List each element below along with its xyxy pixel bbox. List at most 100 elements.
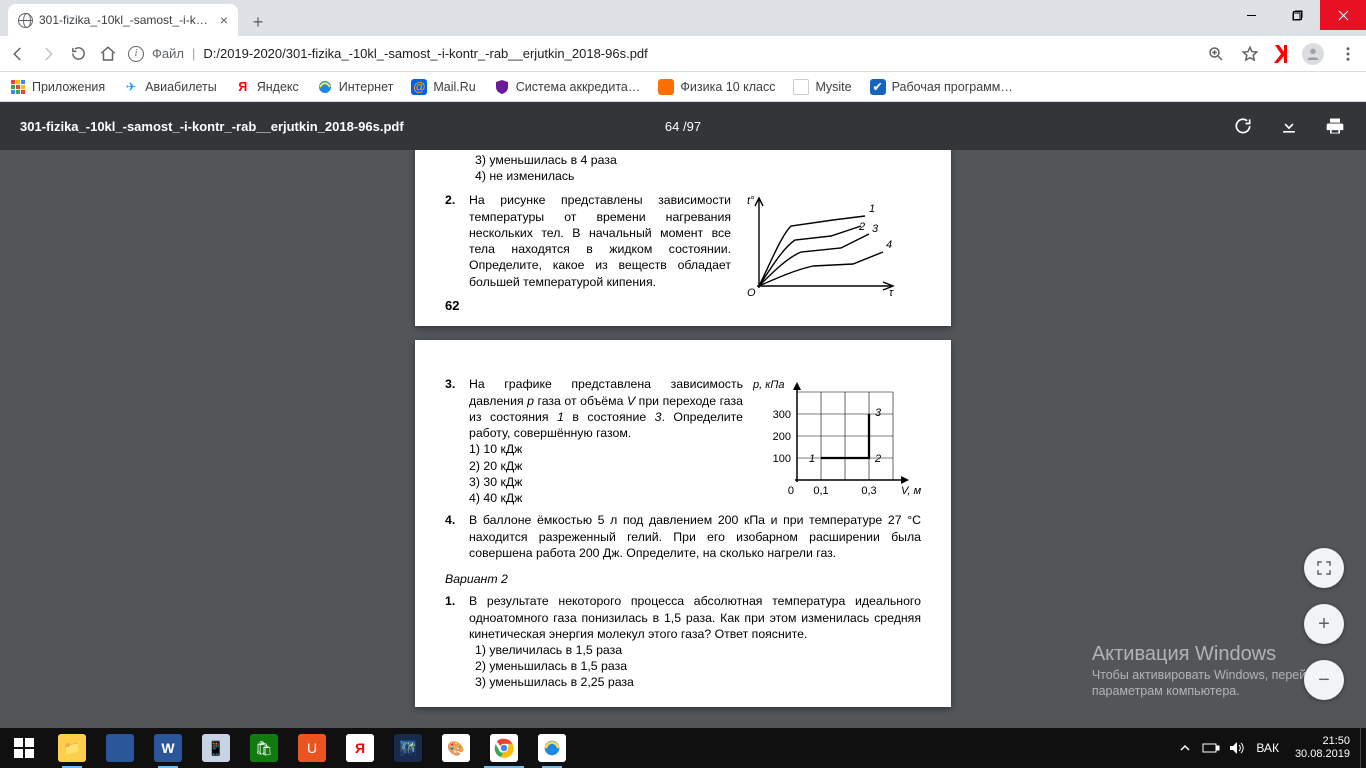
- bookmark-label: Mail.Ru: [433, 80, 475, 94]
- bookmark-label: Авиабилеты: [145, 80, 217, 94]
- question-text: В баллоне ёмкостью 5 л под давлением 200…: [469, 512, 921, 561]
- pressure-volume-chart: p, кПа10020030000,10,3V, м³123: [753, 376, 921, 506]
- nav-home-button[interactable]: [98, 44, 118, 64]
- bookmarks-bar: Приложения ✈ Авиабилеты Я Яндекс Интерне…: [0, 72, 1366, 102]
- pdf-print-button[interactable]: [1324, 115, 1346, 137]
- tray-language[interactable]: ВАК: [1250, 741, 1285, 755]
- omnibox[interactable]: i Файл | D:/2019-2020/301-fizika_-10kl_-…: [128, 40, 1196, 68]
- nav-reload-button[interactable]: [68, 44, 88, 64]
- bookmark-mailru[interactable]: @ Mail.Ru: [411, 79, 475, 95]
- profile-avatar[interactable]: [1302, 43, 1324, 65]
- yandex-icon: Я: [235, 79, 251, 95]
- taskbar-calc[interactable]: 📱: [192, 728, 240, 768]
- yandex-icon[interactable]: [1274, 45, 1288, 63]
- taskbar-word[interactable]: W: [144, 728, 192, 768]
- question-number: 2.: [445, 192, 459, 300]
- physics-icon: [658, 79, 674, 95]
- nav-forward-button[interactable]: [38, 44, 58, 64]
- q-option: 4) 40 кДж: [469, 490, 743, 506]
- bookmark-apps[interactable]: Приложения: [10, 79, 105, 95]
- q-option: 2) 20 кДж: [469, 458, 743, 474]
- taskbar-ie[interactable]: [528, 728, 576, 768]
- question-text: На рисунке представлены зависимости темп…: [469, 192, 731, 300]
- taskbar-paint[interactable]: 🎨: [432, 728, 480, 768]
- browser-menu-icon[interactable]: [1338, 44, 1358, 64]
- start-button[interactable]: [0, 728, 48, 768]
- apps-icon: [10, 79, 26, 95]
- svg-text:p, кПа: p, кПа: [753, 379, 785, 391]
- bookmark-label: Mysite: [815, 80, 851, 94]
- temperature-chart: t°τO1234: [741, 192, 897, 300]
- bookmark-physics[interactable]: Физика 10 класс: [658, 79, 775, 95]
- bookmark-flights[interactable]: ✈ Авиабилеты: [123, 79, 217, 95]
- taskbar-store[interactable]: 🛍: [240, 728, 288, 768]
- new-tab-button[interactable]: +: [244, 8, 272, 36]
- taskbar-ubuntu[interactable]: U: [288, 728, 336, 768]
- svg-text:V, м³: V, м³: [901, 485, 921, 497]
- pdf-toolbar: 301-fizika_-10kl_-samost_-i-kontr_-rab__…: [0, 102, 1366, 150]
- tab-title: 301-fizika_-10kl_-samost_-i-kontr: [39, 13, 214, 27]
- pdf-page-62: 3) уменьшилась в 4 раза 4) не изменилась…: [415, 150, 951, 326]
- url-separator: |: [192, 46, 195, 61]
- tab-close-icon[interactable]: ×: [220, 12, 228, 28]
- ie-icon: [317, 79, 333, 95]
- svg-text:2: 2: [858, 221, 865, 233]
- watermark-line: параметрам компьютера.: [1092, 684, 1342, 698]
- browser-titlebar: 301-fizika_-10kl_-samost_-i-kontr × +: [0, 0, 1366, 36]
- svg-text:1: 1: [809, 453, 815, 465]
- bookmark-internet[interactable]: Интернет: [317, 79, 394, 95]
- bookmark-star-icon[interactable]: [1240, 44, 1260, 64]
- svg-text:300: 300: [773, 409, 791, 421]
- taskbar-app[interactable]: [96, 728, 144, 768]
- zoom-icon[interactable]: [1206, 44, 1226, 64]
- tray-clock[interactable]: 21:50 30.08.2019: [1285, 735, 1360, 761]
- bookmark-label: Приложения: [32, 80, 105, 94]
- bookmark-program[interactable]: ✔ Рабочая программ…: [870, 79, 1013, 95]
- bookmark-yandex[interactable]: Я Яндекс: [235, 79, 299, 95]
- window-minimize-button[interactable]: [1228, 0, 1274, 30]
- shield-icon: [494, 79, 510, 95]
- svg-text:O: O: [747, 287, 756, 299]
- taskbar-chrome[interactable]: [480, 728, 528, 768]
- url-path: D:/2019-2020/301-fizika_-10kl_-samost_-i…: [203, 46, 647, 61]
- svg-text:4: 4: [886, 239, 892, 251]
- site-info-icon[interactable]: i: [128, 46, 144, 62]
- bookmark-mysite[interactable]: Mysite: [793, 79, 851, 95]
- nav-back-button[interactable]: [8, 44, 28, 64]
- svg-text:0,1: 0,1: [813, 485, 828, 497]
- window-close-button[interactable]: [1320, 0, 1366, 30]
- q-option: 3) уменьшилась в 2,25 раза: [475, 674, 921, 690]
- window-controls: [1228, 0, 1366, 30]
- q-option: 1) 10 кДж: [469, 441, 743, 457]
- bookmark-accreditation[interactable]: Система аккредита…: [494, 79, 641, 95]
- browser-tab[interactable]: 301-fizika_-10kl_-samost_-i-kontr ×: [8, 4, 238, 36]
- q-option: 1) увеличилась в 1,5 раза: [475, 642, 921, 658]
- question-number: 3.: [445, 376, 459, 506]
- pdf-filename: 301-fizika_-10kl_-samost_-i-kontr_-rab__…: [20, 119, 404, 134]
- mail-icon: @: [411, 79, 427, 95]
- q-option: 3) уменьшилась в 4 раза: [475, 152, 921, 168]
- tray-volume-icon[interactable]: [1224, 728, 1250, 768]
- show-desktop-button[interactable]: [1360, 728, 1366, 768]
- svg-text:1: 1: [869, 203, 875, 215]
- watermark-line: Чтобы активировать Windows, перейдите к: [1092, 668, 1342, 682]
- pdf-viewer[interactable]: 3) уменьшилась в 4 раза 4) не изменилась…: [0, 150, 1366, 728]
- pdf-download-button[interactable]: [1278, 115, 1300, 137]
- svg-text:3: 3: [872, 223, 879, 235]
- pdf-rotate-button[interactable]: [1232, 115, 1254, 137]
- tray-chevron-icon[interactable]: [1172, 728, 1198, 768]
- pdf-fit-button[interactable]: [1304, 548, 1344, 588]
- bookmark-label: Рабочая программ…: [892, 80, 1013, 94]
- svg-text:τ: τ: [889, 287, 894, 299]
- tray-battery-icon[interactable]: [1198, 728, 1224, 768]
- taskbar-stellarium[interactable]: 🌃: [384, 728, 432, 768]
- pdf-page-indicator[interactable]: 64 /97: [665, 119, 701, 134]
- svg-text:100: 100: [773, 453, 791, 465]
- svg-text:0: 0: [788, 485, 794, 497]
- window-maximize-button[interactable]: [1274, 0, 1320, 30]
- windows-activation-watermark: Активация Windows Чтобы активировать Win…: [1092, 643, 1342, 698]
- check-icon: ✔: [870, 79, 886, 95]
- taskbar-explorer[interactable]: 📁: [48, 728, 96, 768]
- pdf-zoom-in-button[interactable]: +: [1304, 604, 1344, 644]
- taskbar-yandex[interactable]: Я: [336, 728, 384, 768]
